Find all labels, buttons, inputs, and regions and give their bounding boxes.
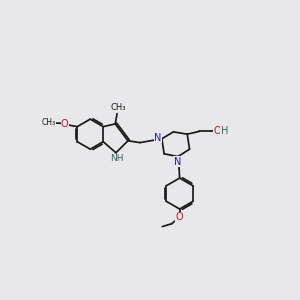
Text: N: N: [174, 157, 181, 167]
Text: O: O: [176, 212, 183, 222]
Text: N: N: [154, 133, 161, 142]
Text: H: H: [220, 126, 228, 136]
Text: NH: NH: [110, 154, 124, 163]
Text: O: O: [214, 126, 221, 136]
Text: CH₃: CH₃: [110, 103, 126, 112]
Text: O: O: [61, 119, 69, 129]
Text: CH₃: CH₃: [42, 118, 56, 127]
